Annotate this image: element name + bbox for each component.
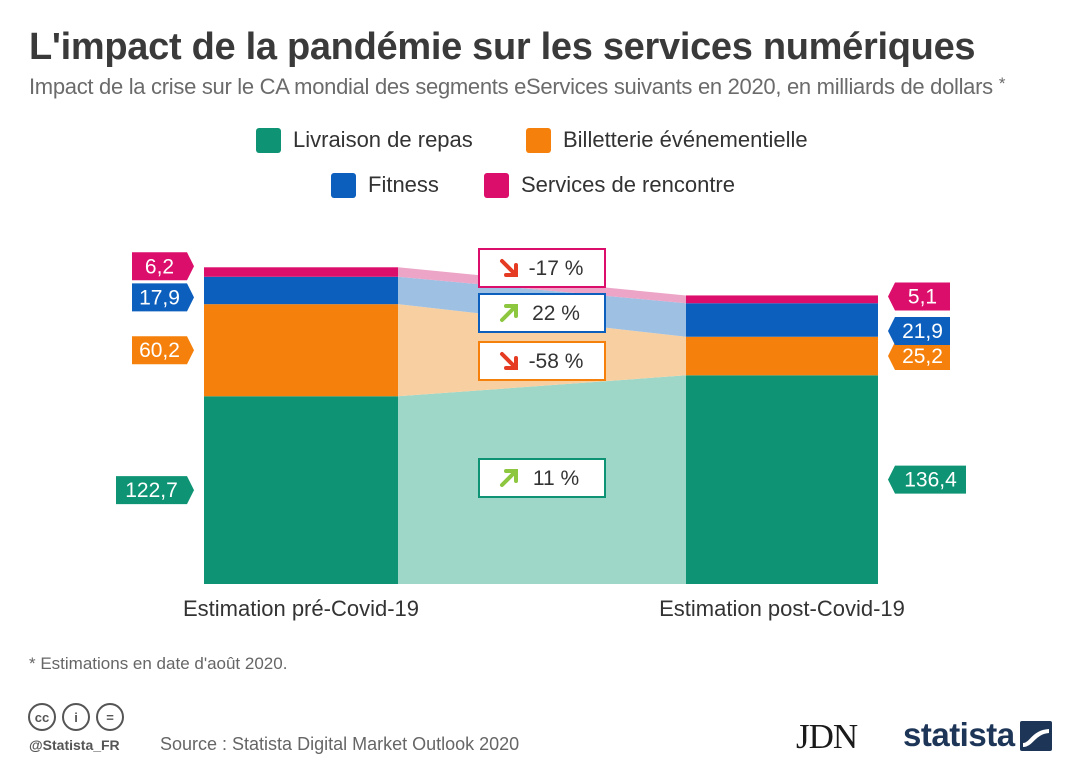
bar-post-fitness (686, 303, 878, 337)
legend-label-fitness: Fitness (368, 172, 439, 197)
bar-pre-livraison (204, 396, 398, 584)
category-label-pre: Estimation pré-Covid-19 (183, 596, 419, 621)
nd-icon: = (96, 703, 124, 731)
legend-label-livraison: Livraison de repas (293, 127, 473, 152)
legend-item-livraison: Livraison de repas (256, 127, 473, 153)
arrow-down-icon (500, 352, 518, 370)
chart-subtitle: Impact de la crise sur le CA mondial des… (29, 74, 1006, 100)
legend-swatch-livraison (256, 127, 281, 153)
change-box-frame-livraison (478, 458, 606, 498)
value-tag-pre-fitness-shape (132, 283, 194, 312)
stacked-bar-chart: Estimation pré-Covid-19 Estimation post-C… (116, 248, 966, 621)
social-handle: @Statista_FR (29, 737, 120, 753)
value-tag-post-rencontre: 5,1 (888, 282, 950, 311)
category-label-post: Estimation post-Covid-19 (659, 596, 905, 621)
value-tag-pre-livraison-shape (116, 476, 194, 505)
source-text: Source : Statista Digital Market Outlook… (160, 734, 520, 754)
legend-swatch-fitness (331, 172, 356, 198)
cc-icon: cc (28, 703, 56, 731)
value-tag-pre-rencontre-text: 6,2 (145, 255, 174, 278)
chart-title: L'impact de la pandémie sur les services… (29, 26, 976, 68)
arrow-down-icon (500, 259, 518, 277)
change-text-rencontre: -17 % (529, 257, 584, 280)
arrow-up-icon (500, 304, 518, 322)
footnote: * Estimations en date d'août 2020. (29, 654, 288, 673)
bar-post-billetterie (686, 336, 878, 376)
value-tag-pre-livraison: 122,7 (116, 476, 194, 505)
value-tag-pre-fitness: 17,9 (132, 283, 194, 312)
bar-pre-billetterie (204, 304, 398, 397)
statista-logo-icon (1020, 721, 1052, 751)
bar-post-livraison (686, 375, 878, 584)
value-tag-pre-billetterie-text: 60,2 (139, 339, 180, 362)
jdn-logo: JDN (796, 717, 858, 756)
value-tag-post-rencontre-text: 5,1 (908, 285, 937, 308)
value-tag-post-billetterie-shape (888, 342, 950, 371)
legend-item-rencontre: Services de rencontre (484, 172, 735, 198)
legend-swatch-rencontre (484, 172, 509, 198)
change-box-frame-fitness (478, 293, 606, 333)
legend-item-billetterie: Billetterie événementielle (526, 127, 808, 153)
value-tag-post-fitness-shape (888, 316, 950, 345)
value-tag-post-billetterie: 25,2 (888, 342, 950, 371)
change-text-fitness: 22 % (532, 302, 580, 325)
value-tag-pre-rencontre-shape (132, 252, 194, 281)
legend-label-billetterie: Billetterie événementielle (563, 127, 808, 152)
subtitle-text: Impact de la crise sur le CA mondial des… (29, 74, 993, 99)
change-box-frame-rencontre (478, 248, 606, 288)
change-text-billetterie: -58 % (529, 350, 584, 373)
change-box-livraison: 11 % (478, 458, 606, 498)
value-tag-pre-fitness-text: 17,9 (139, 286, 180, 309)
legend-label-rencontre: Services de rencontre (521, 172, 735, 197)
value-tag-post-fitness: 21,9 (888, 316, 950, 345)
change-box-frame-billetterie (478, 341, 606, 381)
value-tag-post-livraison-text: 136,4 (904, 469, 957, 492)
by-icon: i (62, 703, 90, 731)
license-icons: cc i = (28, 703, 124, 731)
change-box-fitness: 22 % (478, 293, 606, 333)
subtitle-footnote-marker: * (998, 74, 1006, 93)
legend-swatch-billetterie (526, 127, 551, 153)
arrow-up-icon (500, 469, 518, 487)
value-tag-post-fitness-text: 21,9 (902, 320, 943, 343)
value-tag-pre-livraison-text: 122,7 (125, 479, 178, 502)
statista-logo: statista (903, 716, 1015, 753)
change-box-billetterie: -58 % (478, 341, 606, 381)
value-tag-pre-billetterie-shape (132, 336, 194, 365)
value-tag-post-billetterie-text: 25,2 (902, 345, 943, 368)
value-tag-pre-rencontre: 6,2 (132, 252, 194, 281)
value-tag-post-livraison: 136,4 (888, 465, 966, 494)
value-tag-post-livraison-shape (888, 465, 966, 494)
bar-post-rencontre (686, 295, 878, 304)
bar-pre-rencontre (204, 267, 398, 277)
legend-item-fitness: Fitness (331, 172, 439, 198)
value-tag-pre-billetterie: 60,2 (132, 336, 194, 365)
change-text-livraison: 11 % (533, 467, 579, 490)
change-box-rencontre: -17 % (478, 248, 606, 288)
bar-pre-fitness (204, 276, 398, 305)
value-tag-post-rencontre-shape (888, 282, 950, 311)
